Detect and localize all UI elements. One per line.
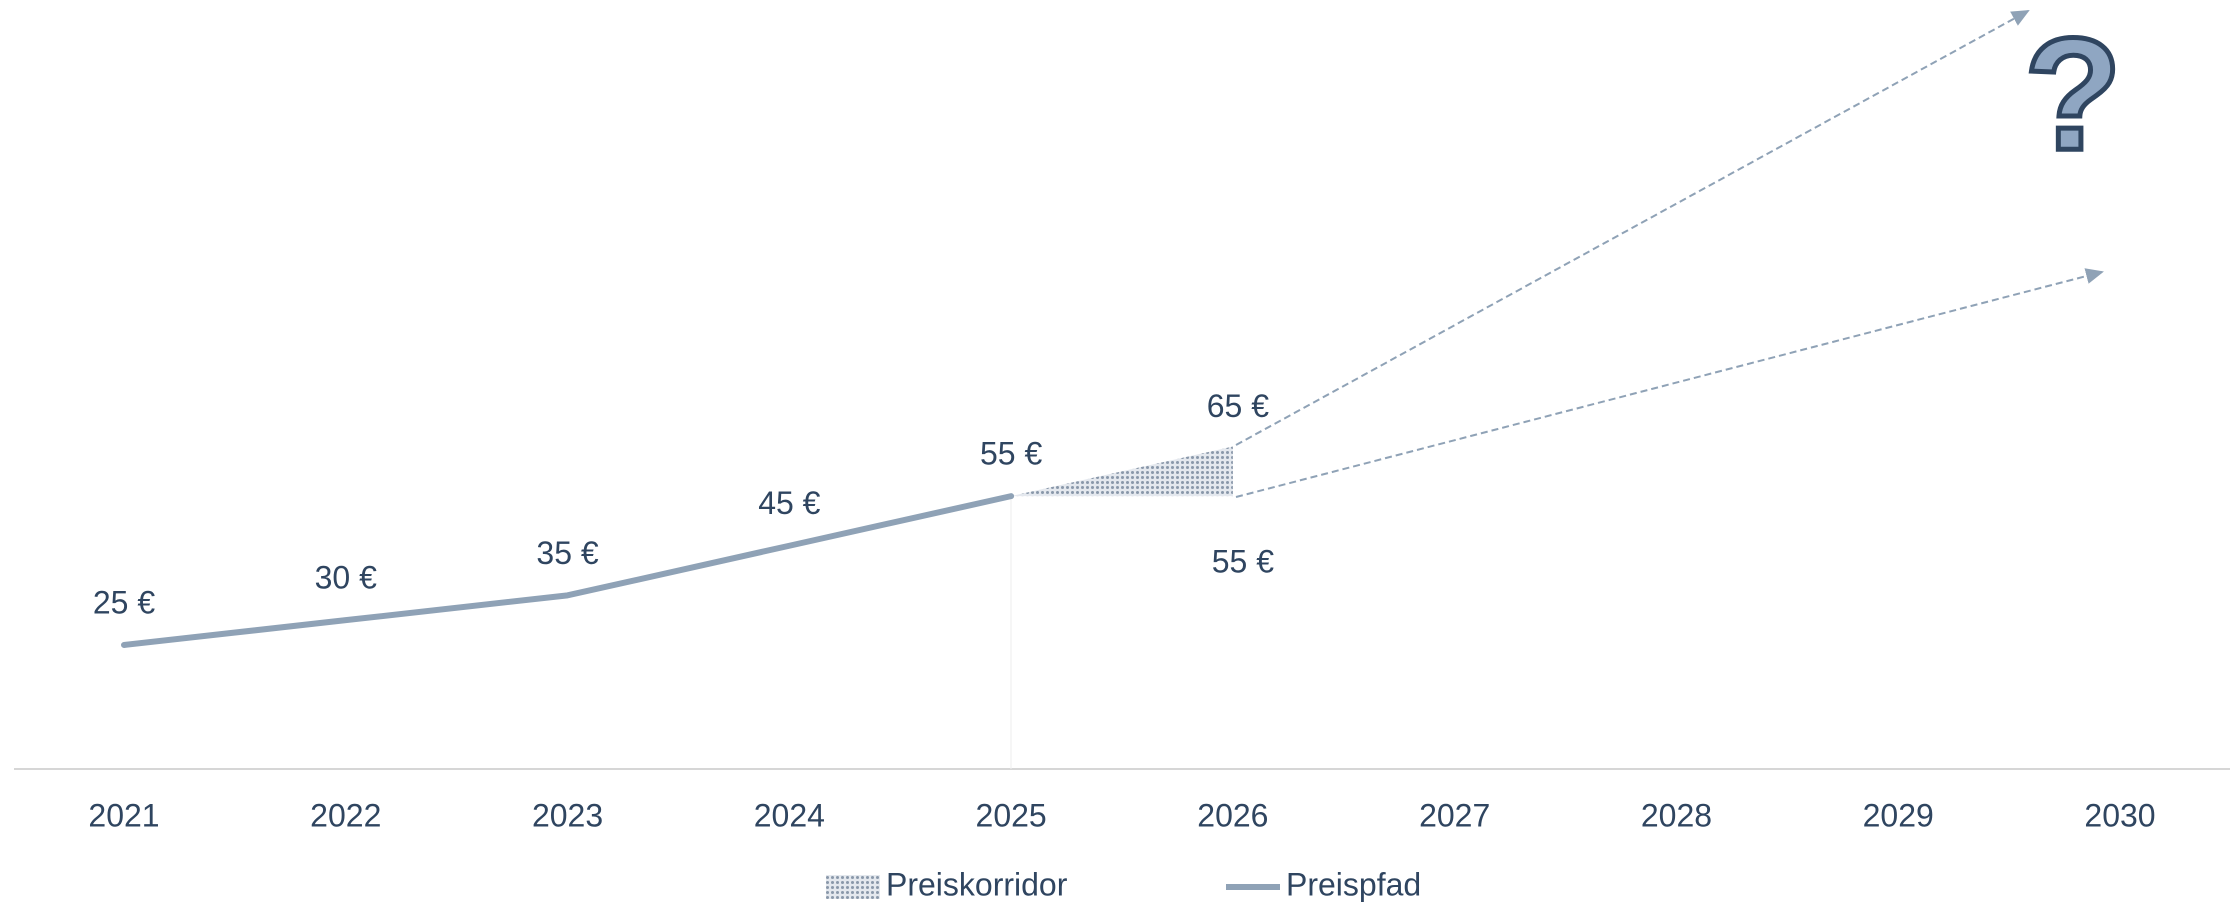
data-label: 35 € — [536, 535, 598, 571]
x-tick-label: 2027 — [1419, 797, 1490, 833]
data-label: 25 € — [93, 584, 155, 620]
x-tick-label: 2029 — [1863, 797, 1934, 833]
trend-arrow — [1235, 10, 2030, 446]
x-tick-label: 2026 — [1197, 797, 1268, 833]
corridor-area — [1011, 446, 1233, 497]
data-label: 55 € — [1212, 544, 1274, 580]
legend-label: Preiskorridor — [886, 866, 1068, 902]
x-tick-label: 2024 — [754, 797, 825, 833]
price-line — [121, 493, 1015, 648]
x-tick-label: 2023 — [532, 797, 603, 833]
data-label: 45 € — [758, 485, 820, 521]
trend-arrow — [1235, 268, 2104, 498]
data-label: 30 € — [315, 560, 377, 596]
x-tick-label: 2030 — [2084, 797, 2155, 833]
x-tick-label: 2025 — [976, 797, 1047, 833]
x-tick-label: 2022 — [310, 797, 381, 833]
legend-label: Preispfad — [1286, 866, 1421, 902]
question-mark: ? — [2024, 4, 2122, 183]
data-label: 55 € — [980, 436, 1042, 472]
data-label: 65 € — [1207, 388, 1269, 424]
x-tick-label: 2021 — [88, 797, 159, 833]
legend-swatch — [826, 875, 880, 899]
x-tick-label: 2028 — [1641, 797, 1712, 833]
